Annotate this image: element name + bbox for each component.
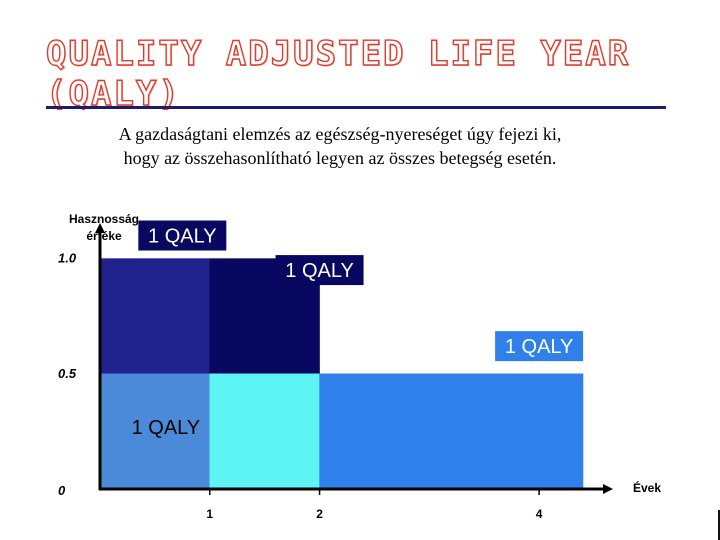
qaly-label-box-1 bbox=[275, 255, 364, 286]
qaly-label-0: 1 QALY bbox=[148, 226, 217, 248]
region-half-health-year-2 bbox=[209, 373, 320, 490]
chart-axes: Hasznosság értéke Évek bbox=[69, 212, 661, 495]
qaly-label-box-0 bbox=[138, 220, 227, 251]
x-tick-label-0: 1 bbox=[206, 507, 213, 521]
title-underline bbox=[46, 106, 666, 109]
qaly-label-3: 1 QALY bbox=[132, 417, 201, 439]
y-axis-label-line-1: Hasznosság bbox=[69, 212, 139, 226]
region-half-health-year-1 bbox=[99, 373, 211, 490]
title-line-1: QUALITY ADJUSTED LIFE YEAR bbox=[45, 33, 631, 74]
x-tick-label-1: 2 bbox=[316, 507, 323, 521]
y-tick-label-2: 1.0 bbox=[58, 251, 77, 266]
chart-annotations: 1 QALY 1 QALY 1 QALY 1 QALY bbox=[132, 220, 584, 439]
y-axis-label-line-2: értéke bbox=[86, 229, 122, 243]
region-half-health-years-3-4 bbox=[319, 373, 584, 490]
y-tick-label-0: 0 bbox=[58, 483, 66, 498]
x-tick-label-2: 4 bbox=[536, 507, 543, 521]
chart-tick-labels: 1 2 4 0 0.5 1.0 bbox=[58, 251, 543, 521]
subtitle-line-2: hogy az összehasonlítható legyen az össz… bbox=[123, 148, 557, 168]
x-axis-label: Évek bbox=[633, 480, 661, 495]
slide-title: QUALITY ADJUSTED LIFE YEAR (QALY) bbox=[45, 33, 631, 114]
qaly-label-1: 1 QALY bbox=[285, 260, 354, 282]
slide-subtitle: A gazdaságtani elemzés az egészség-nyere… bbox=[70, 122, 610, 170]
y-tick-label-1: 0.5 bbox=[58, 366, 77, 381]
qaly-label-box-2 bbox=[495, 331, 584, 362]
qaly-label-2: 1 QALY bbox=[505, 336, 574, 358]
region-full-health-year-1 bbox=[99, 258, 211, 375]
slide-edge-line bbox=[718, 510, 720, 540]
subtitle-line-1: A gazdaságtani elemzés az egészség-nyere… bbox=[118, 124, 562, 144]
chart-regions bbox=[99, 258, 584, 490]
